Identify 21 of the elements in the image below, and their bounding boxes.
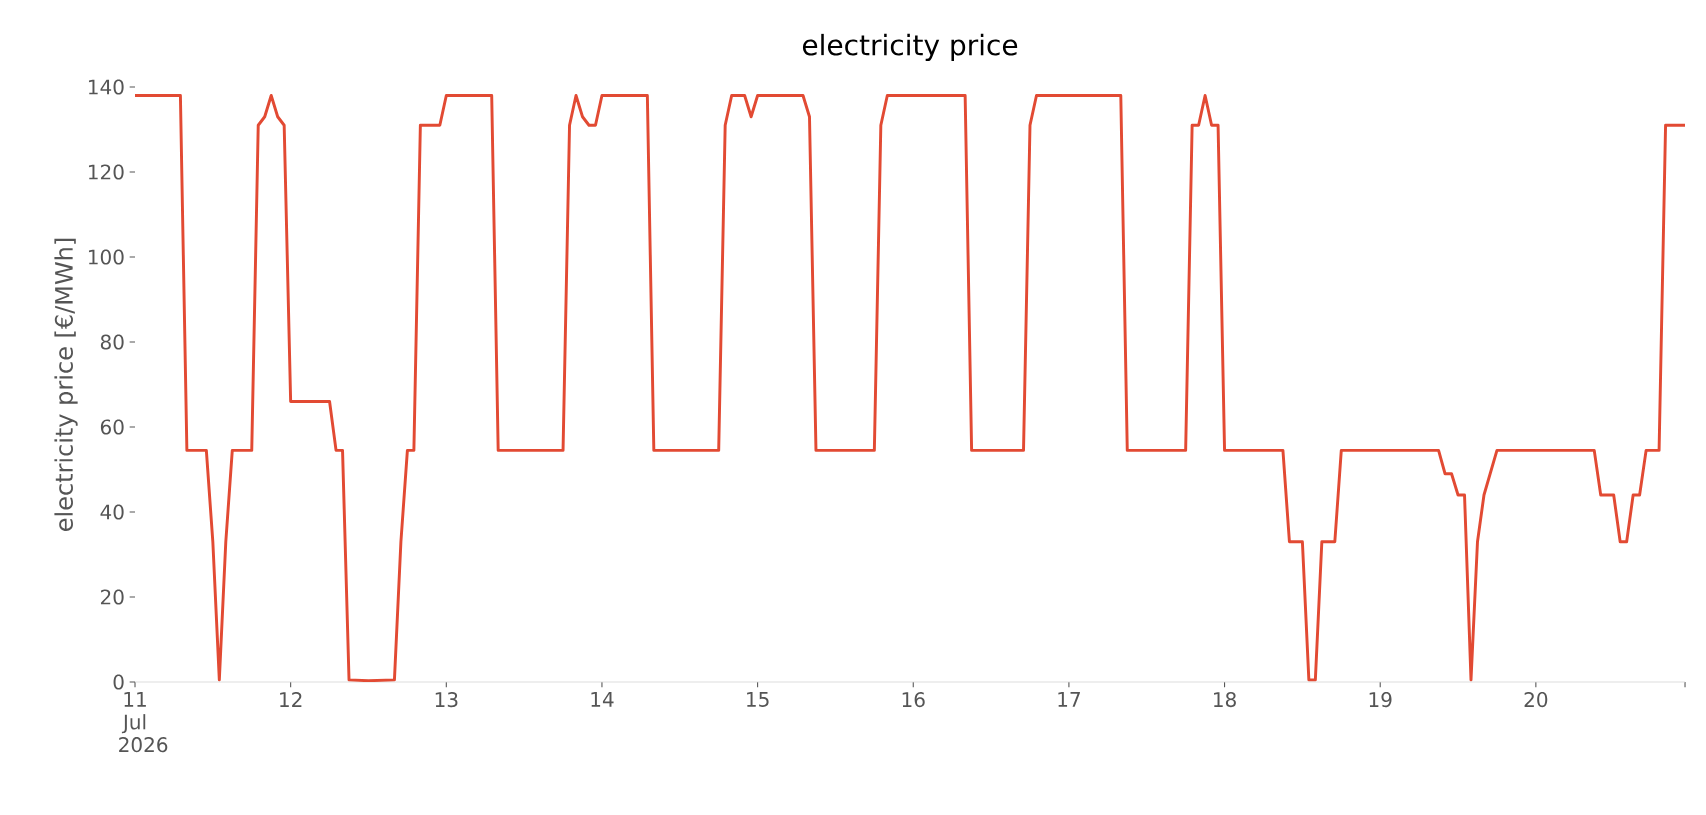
x-tick-label: 18 bbox=[1214, 692, 1236, 708]
x-tick-label: 17 bbox=[1058, 692, 1080, 707]
y-axis-title: electricity price [€/MWh] bbox=[54, 238, 78, 531]
y-tick-label: 80 bbox=[100, 334, 124, 350]
chart-title: electricity price bbox=[802, 33, 1018, 61]
y-tick-label: 120 bbox=[88, 164, 124, 180]
x-tick-label: 12 bbox=[280, 692, 302, 707]
x-tick-label: 14 bbox=[591, 692, 614, 707]
x-tick-label: 13 bbox=[435, 692, 458, 708]
x-tick-label: 20 bbox=[1524, 692, 1548, 708]
y-tick-label: 60 bbox=[100, 419, 124, 435]
x-tick-label: 11 Jul 2026 bbox=[119, 692, 168, 753]
y-tick-label: 0 bbox=[113, 674, 124, 690]
x-tick-label: 15 bbox=[747, 692, 769, 707]
line-series bbox=[135, 94, 1686, 682]
y-tick-label: 20 bbox=[100, 589, 124, 605]
x-tick-label: 16 bbox=[902, 692, 925, 708]
y-tick-label: 100 bbox=[88, 249, 124, 265]
x-tick-label: 19 bbox=[1369, 692, 1392, 708]
y-tick-label: 40 bbox=[100, 504, 124, 520]
y-tick-label: 140 bbox=[88, 79, 124, 95]
